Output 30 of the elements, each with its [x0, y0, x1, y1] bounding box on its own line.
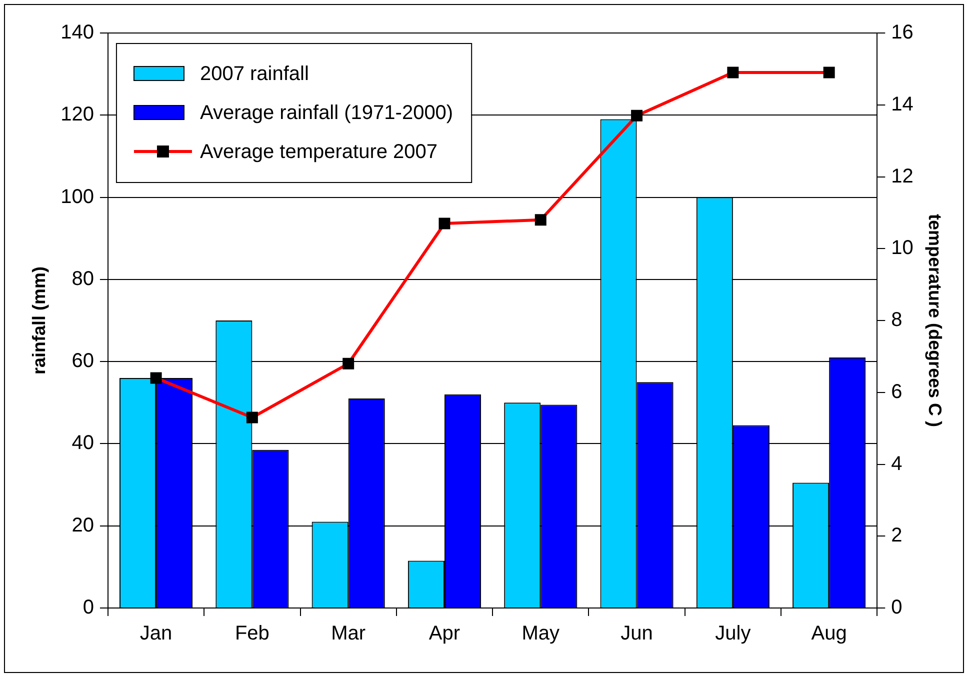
y-tick-label: 140 — [60, 22, 94, 44]
x-tick-label: Mar — [331, 622, 366, 645]
y-tick-label: 40 — [72, 432, 94, 454]
x-tick-label: Jan — [140, 622, 172, 645]
y2-tick-label: 8 — [891, 309, 902, 332]
x-tick-label: July — [715, 622, 751, 645]
y2-tick-label: 6 — [891, 380, 902, 403]
x-tick-label: Apr — [428, 622, 460, 645]
y2-tick-label: 2 — [891, 524, 902, 547]
y2-tick-label: 10 — [891, 237, 914, 260]
x-tick-label: May — [522, 622, 560, 645]
y-tick-label: 0 — [82, 596, 94, 619]
y-tick-label: 60 — [72, 350, 94, 372]
y2-tick-label: 16 — [891, 22, 914, 44]
x-tick-label: Feb — [234, 622, 270, 645]
y-tick-label: 100 — [60, 186, 94, 208]
y2-tick-label: 14 — [891, 93, 914, 116]
y2-tick-label: 12 — [891, 165, 914, 188]
y-tick-label: 80 — [72, 268, 94, 290]
y-axis-title: rainfall (mm) — [28, 266, 49, 375]
y-tick-label: 120 — [60, 104, 94, 126]
y2-tick-label: 4 — [891, 452, 902, 475]
y2-axis-title: temperature (degrees C ) — [925, 214, 946, 428]
x-tick-label: Aug — [811, 622, 847, 645]
legend-label: Average rainfall (1971-2000) — [200, 102, 454, 124]
y2-tick-label: 0 — [891, 596, 902, 619]
legend-label: Average temperature 2007 — [200, 141, 438, 164]
y-tick-label: 20 — [72, 514, 94, 536]
legend-label: 2007 rainfall — [200, 63, 309, 86]
x-tick-label: Jun — [620, 622, 653, 645]
